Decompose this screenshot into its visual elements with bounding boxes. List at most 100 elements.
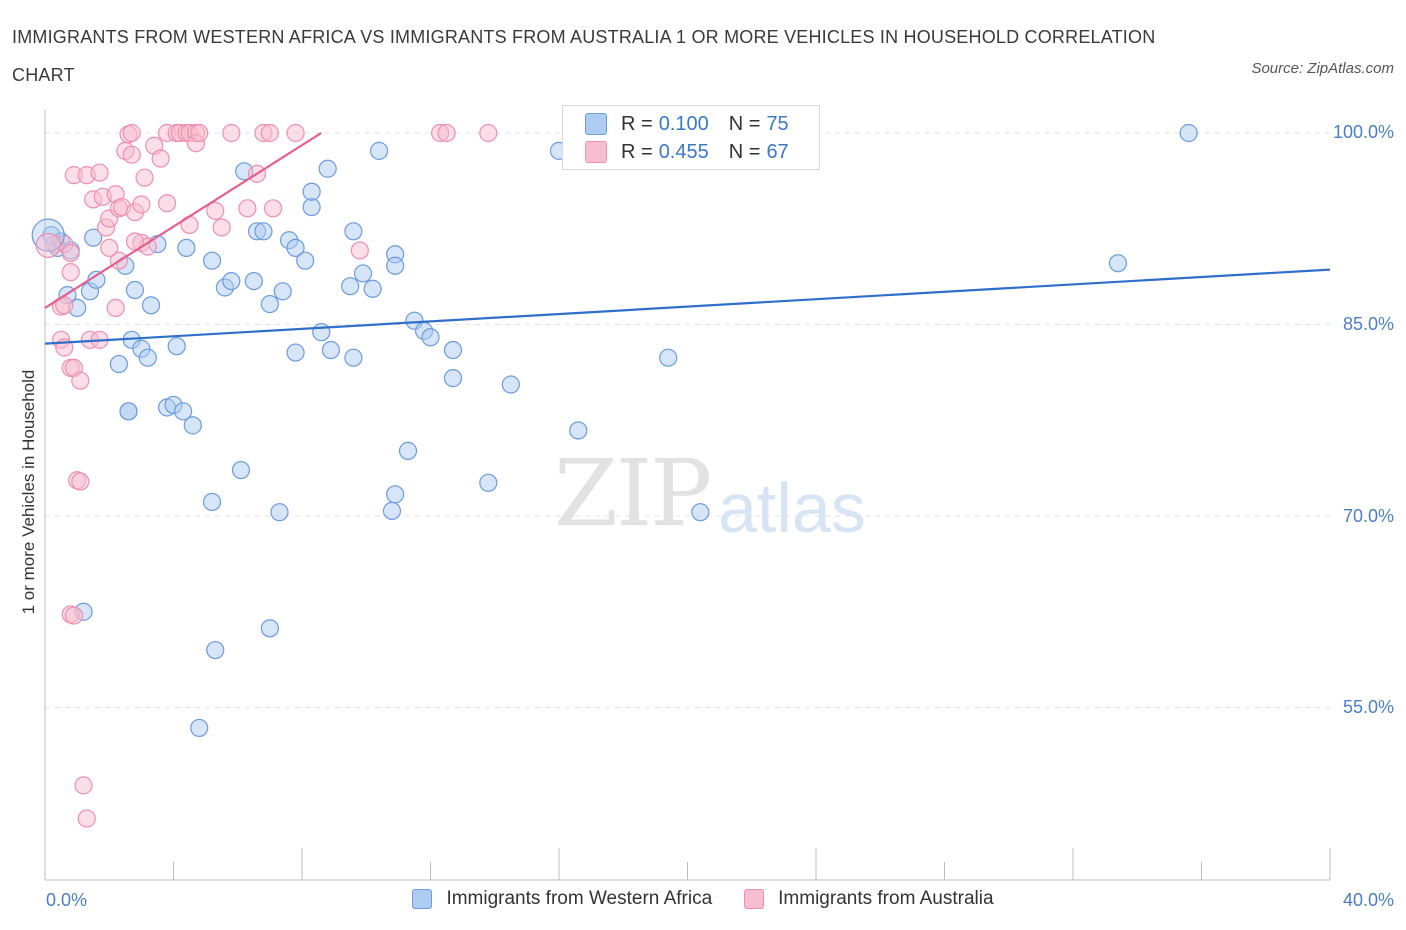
- stats-row-australia: R = 0.455 N = 67: [585, 138, 789, 166]
- point-series0-65: [569, 421, 588, 440]
- point-series0-54: [382, 501, 402, 520]
- point-series0-74: [1179, 123, 1198, 143]
- point-series1-66: [100, 238, 119, 257]
- y-tick-85: 85.0%: [1342, 314, 1394, 334]
- point-series0-61: [443, 369, 463, 388]
- point-series0-47: [202, 492, 222, 512]
- point-series1-19: [132, 195, 151, 214]
- point-series1-59: [71, 472, 90, 491]
- point-series1-23: [151, 149, 170, 168]
- point-series0-4: [84, 228, 103, 247]
- point-series0-26: [302, 197, 321, 217]
- n-value-western-africa: 75: [766, 112, 789, 135]
- point-series0-68: [691, 503, 710, 522]
- point-series0-53: [344, 348, 363, 367]
- legend-label-western-africa: Immigrants from Western Africa: [446, 888, 713, 909]
- chart-title: IMMIGRANTS FROM WESTERN AFRICA VS IMMIGR…: [12, 27, 1156, 85]
- watermark-zip: ZIP: [554, 440, 712, 547]
- point-series0-60: [443, 340, 463, 360]
- point-series0-46: [183, 416, 202, 435]
- point-series0-44: [167, 337, 186, 356]
- n-value-australia: 67: [766, 140, 789, 163]
- trend-line-series0: [44, 268, 1331, 345]
- point-series1-42: [286, 123, 305, 143]
- point-series0-36: [109, 354, 128, 374]
- x-tick-min: 0.0%: [46, 890, 88, 910]
- point-series0-73: [1108, 254, 1128, 273]
- point-series1-2: [61, 243, 80, 263]
- point-series0-29: [341, 277, 360, 296]
- point-series1-33: [190, 123, 209, 143]
- point-series0-35: [386, 256, 405, 275]
- point-series0-51: [312, 323, 331, 342]
- stats-legend: R = 0.100 N = 75 R = 0.455 N = 67: [562, 105, 820, 170]
- point-series0-31: [353, 264, 373, 283]
- point-series0-large: [31, 218, 65, 252]
- point-series0-41: [138, 348, 157, 367]
- point-series1-43: [350, 241, 369, 260]
- r-value-australia: 0.455: [658, 140, 709, 163]
- point-series0-10: [125, 280, 145, 300]
- legend-item-australia[interactable]: Immigrants from Australia: [744, 888, 994, 910]
- point-series1-17: [122, 145, 141, 164]
- point-series1-62: [74, 776, 93, 795]
- point-series0-50: [286, 343, 305, 362]
- point-series0-62: [479, 473, 498, 492]
- point-series1-37: [238, 199, 257, 218]
- point-series0-13: [177, 238, 196, 257]
- point-series1-25: [157, 194, 177, 213]
- point-series0-70: [206, 640, 225, 660]
- legend-swatch-western-africa: [412, 889, 433, 909]
- point-series1-7: [90, 163, 109, 182]
- swatch-western-africa: [585, 113, 607, 135]
- r-value-western-africa: 0.100: [658, 112, 709, 135]
- point-series0-48: [231, 460, 251, 480]
- point-series0-20: [254, 222, 273, 241]
- point-series0-14: [202, 251, 222, 270]
- point-series0-21: [260, 294, 279, 314]
- point-series0-30: [344, 222, 363, 241]
- point-series0-55: [386, 485, 405, 504]
- x-tick-max: 40.0%: [1342, 890, 1394, 910]
- point-series0-24: [286, 238, 305, 257]
- point-series0-38: [119, 402, 138, 421]
- point-series0-33: [370, 141, 389, 160]
- point-series0-32: [363, 279, 382, 298]
- point-series1-65: [135, 168, 154, 187]
- legend-swatch-australia: [744, 889, 765, 909]
- point-series1-61: [64, 606, 84, 625]
- point-series1-63: [77, 809, 96, 828]
- point-series0-22: [273, 282, 292, 301]
- point-series1-55: [71, 371, 90, 390]
- point-series0-59: [421, 328, 440, 347]
- point-series0-16: [222, 271, 241, 291]
- swatch-australia: [585, 141, 607, 163]
- point-series0-45: [174, 402, 193, 421]
- point-series0-52: [321, 340, 341, 360]
- y-tick-55: 55.0%: [1342, 697, 1394, 717]
- point-series0-25: [296, 251, 315, 270]
- point-series0-71: [260, 619, 279, 638]
- point-series0-49: [270, 503, 289, 522]
- point-series1-16: [122, 123, 141, 143]
- stats-row-western-africa: R = 0.100 N = 75: [585, 110, 789, 138]
- series-legend: Immigrants from Western Africa Immigrant…: [0, 888, 1406, 910]
- source-label: Source: ZipAtlas.com: [1251, 60, 1394, 77]
- point-series0-18: [244, 271, 263, 291]
- y-tick-100: 100.0%: [1332, 122, 1394, 142]
- legend-item-western-africa[interactable]: Immigrants from Western Africa: [412, 888, 712, 910]
- point-series1-35: [212, 218, 231, 237]
- point-series1-41: [263, 199, 283, 218]
- point-series0-11: [141, 296, 161, 315]
- point-series1-45: [437, 123, 456, 143]
- point-series1-3: [61, 263, 80, 282]
- y-tick-70: 70.0%: [1342, 506, 1394, 526]
- point-series1-34: [206, 201, 225, 220]
- point-series1-46: [479, 123, 498, 143]
- point-series1-56: [106, 298, 125, 318]
- point-series0-67: [659, 348, 678, 367]
- point-series1-36: [222, 123, 241, 143]
- point-series0-27: [302, 182, 321, 201]
- trend-line-series1: [44, 132, 322, 309]
